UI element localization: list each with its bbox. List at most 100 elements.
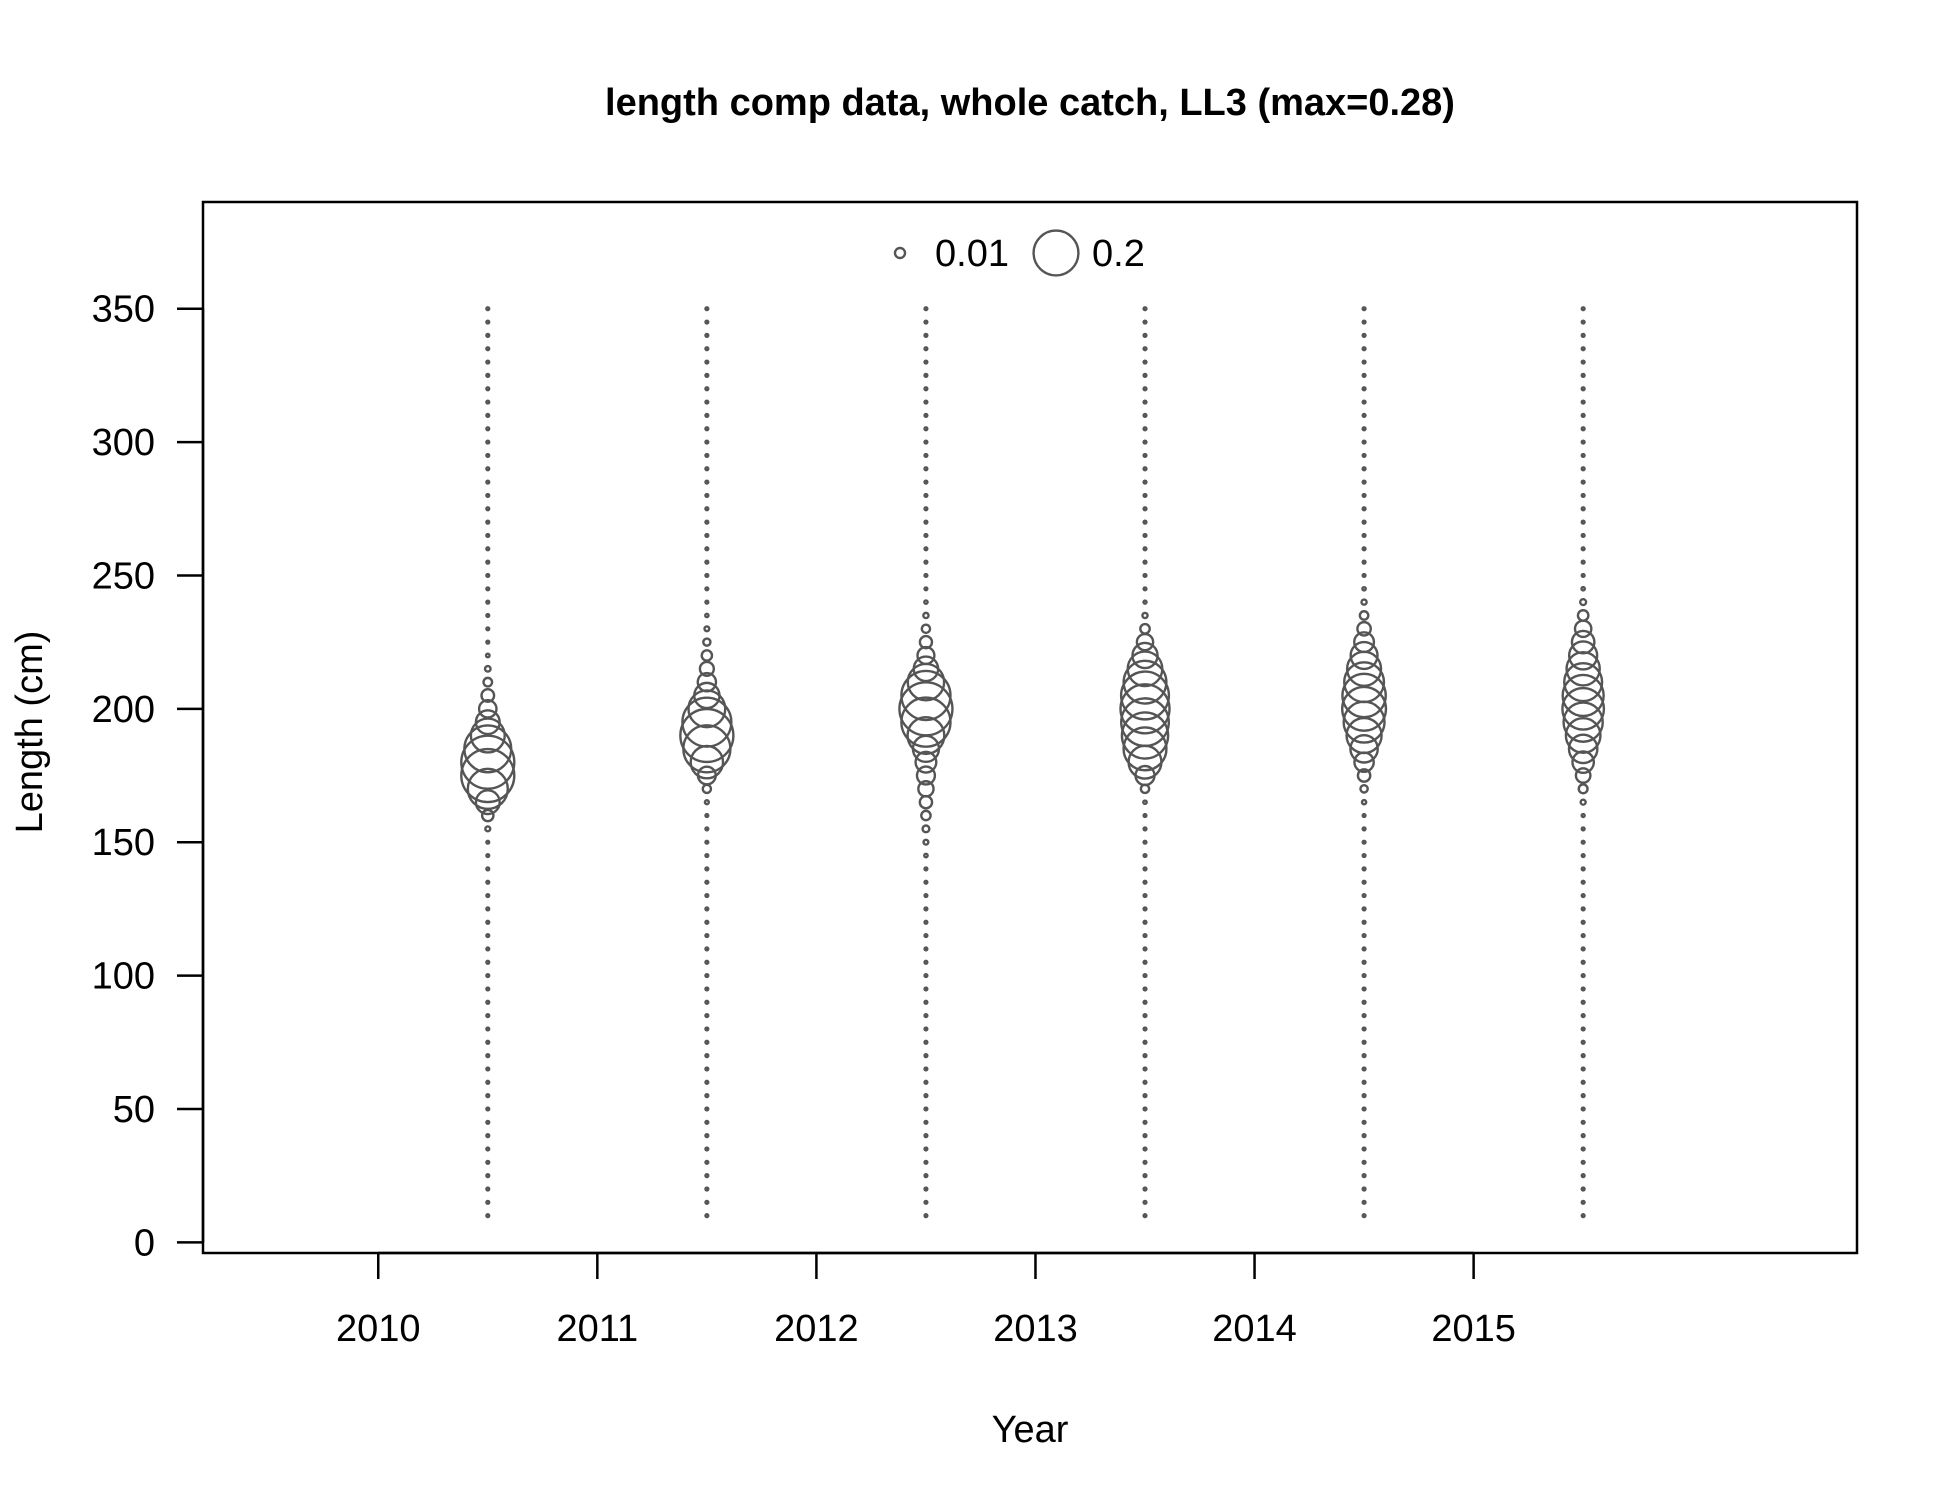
bubble-point: [923, 1146, 929, 1152]
bubble-point: [1580, 1066, 1586, 1072]
bubble-point: [1122, 726, 1168, 772]
bubble-point: [923, 386, 929, 392]
bubble-point: [1580, 839, 1586, 845]
bubble-point: [1361, 866, 1367, 872]
bubble-point: [1142, 559, 1148, 565]
bubble-point: [704, 1079, 710, 1085]
bubble-point: [484, 652, 491, 659]
bubble-point: [923, 319, 929, 325]
bubble-point: [483, 664, 492, 673]
bubble-point: [1349, 640, 1379, 671]
bubble-point: [485, 1186, 491, 1192]
bubble-point: [1122, 659, 1168, 705]
bubble-point: [1142, 1146, 1148, 1152]
bubble-point: [1361, 812, 1367, 819]
x-tick-label: 2010: [336, 1308, 421, 1350]
bubble-point: [480, 687, 496, 703]
bubble-point: [704, 946, 710, 952]
bubble-point: [485, 586, 491, 592]
bubble-point: [1142, 1079, 1148, 1085]
bubble-point: [1361, 906, 1367, 912]
bubble-point: [1361, 412, 1367, 419]
bubble-point: [704, 319, 710, 325]
bubble-point: [1353, 631, 1376, 654]
bubble-point: [704, 332, 710, 338]
bubble-point: [704, 1133, 710, 1139]
bubble-point: [1142, 519, 1148, 525]
bubble-point: [923, 439, 929, 445]
bubble-point: [485, 1053, 491, 1059]
bubble-point: [485, 1173, 491, 1179]
bubble-point: [1142, 959, 1148, 965]
bubble-point: [911, 734, 941, 764]
bubble-point: [698, 660, 716, 677]
bubble-point: [923, 466, 929, 472]
bubble-point: [1564, 717, 1602, 754]
bubble-point: [1361, 585, 1367, 592]
bubble-point: [485, 946, 491, 952]
bubble-point: [1142, 906, 1148, 912]
bubble-point: [704, 892, 710, 899]
bubble-column: [898, 306, 954, 1219]
bubble-point: [923, 506, 929, 512]
bubble-point: [1142, 946, 1148, 952]
bubble-point: [1361, 506, 1367, 512]
bubble-point: [1142, 1173, 1148, 1179]
bubble-point: [485, 959, 491, 965]
bubble-point: [1142, 546, 1148, 552]
bubble-point: [1580, 319, 1586, 325]
bubble-point: [485, 492, 491, 499]
y-tick-label: 0: [134, 1222, 155, 1264]
bubble-point: [1361, 1173, 1367, 1179]
bubble-point: [1142, 892, 1148, 899]
bubble-point: [704, 479, 710, 485]
bubble-point: [1361, 546, 1367, 552]
x-tick-label: 2013: [993, 1308, 1078, 1350]
bubble-point: [1142, 839, 1148, 845]
bubble-point: [704, 612, 710, 619]
bubble-point: [914, 750, 938, 774]
bubble-point: [696, 671, 718, 693]
bubble-point: [1142, 372, 1148, 378]
bubble-point: [1361, 826, 1367, 832]
bubble-point: [1142, 439, 1148, 445]
bubble-point: [485, 892, 491, 899]
bubble-point: [923, 906, 929, 912]
bubble-point: [1580, 359, 1586, 365]
bubble-point: [1142, 1066, 1148, 1072]
bubble-point: [1580, 439, 1586, 445]
bubble-point: [1567, 640, 1599, 671]
bubble-point: [704, 359, 710, 365]
bubble-point: [485, 519, 491, 525]
bubble-point: [1142, 826, 1148, 832]
bubble-point: [681, 696, 733, 748]
bubble-point: [1580, 1026, 1586, 1032]
x-axis-label: Year: [992, 1409, 1069, 1451]
bubble-point: [485, 879, 491, 885]
bubble-point: [704, 1159, 710, 1165]
bubble-point: [1142, 1159, 1148, 1165]
bubble-column: [460, 306, 516, 1219]
bubble-point: [1142, 306, 1148, 312]
bubble-point: [1570, 629, 1596, 655]
x-tick-label: 2015: [1431, 1308, 1516, 1350]
bubble-point: [1361, 986, 1367, 992]
x-tick-label: 2014: [1212, 1308, 1297, 1350]
bubble-point: [704, 452, 710, 459]
bubble-point: [485, 1066, 491, 1072]
bubble-point: [1580, 372, 1586, 378]
bubble-point: [1343, 661, 1386, 704]
bubble-point: [485, 1213, 491, 1219]
bubble-point: [704, 1093, 710, 1099]
bubble-point: [485, 866, 491, 872]
bubble-point: [923, 1106, 929, 1112]
bubble-point: [1580, 1146, 1586, 1152]
bubble-point: [485, 919, 491, 925]
bubble-point: [1142, 572, 1148, 579]
bubble-point: [1561, 686, 1606, 731]
bubble-point: [1580, 932, 1586, 939]
bubble-point: [1361, 439, 1367, 445]
bubble-point: [485, 839, 491, 845]
bubble-point: [1580, 452, 1586, 459]
bubble-point: [1576, 609, 1590, 622]
